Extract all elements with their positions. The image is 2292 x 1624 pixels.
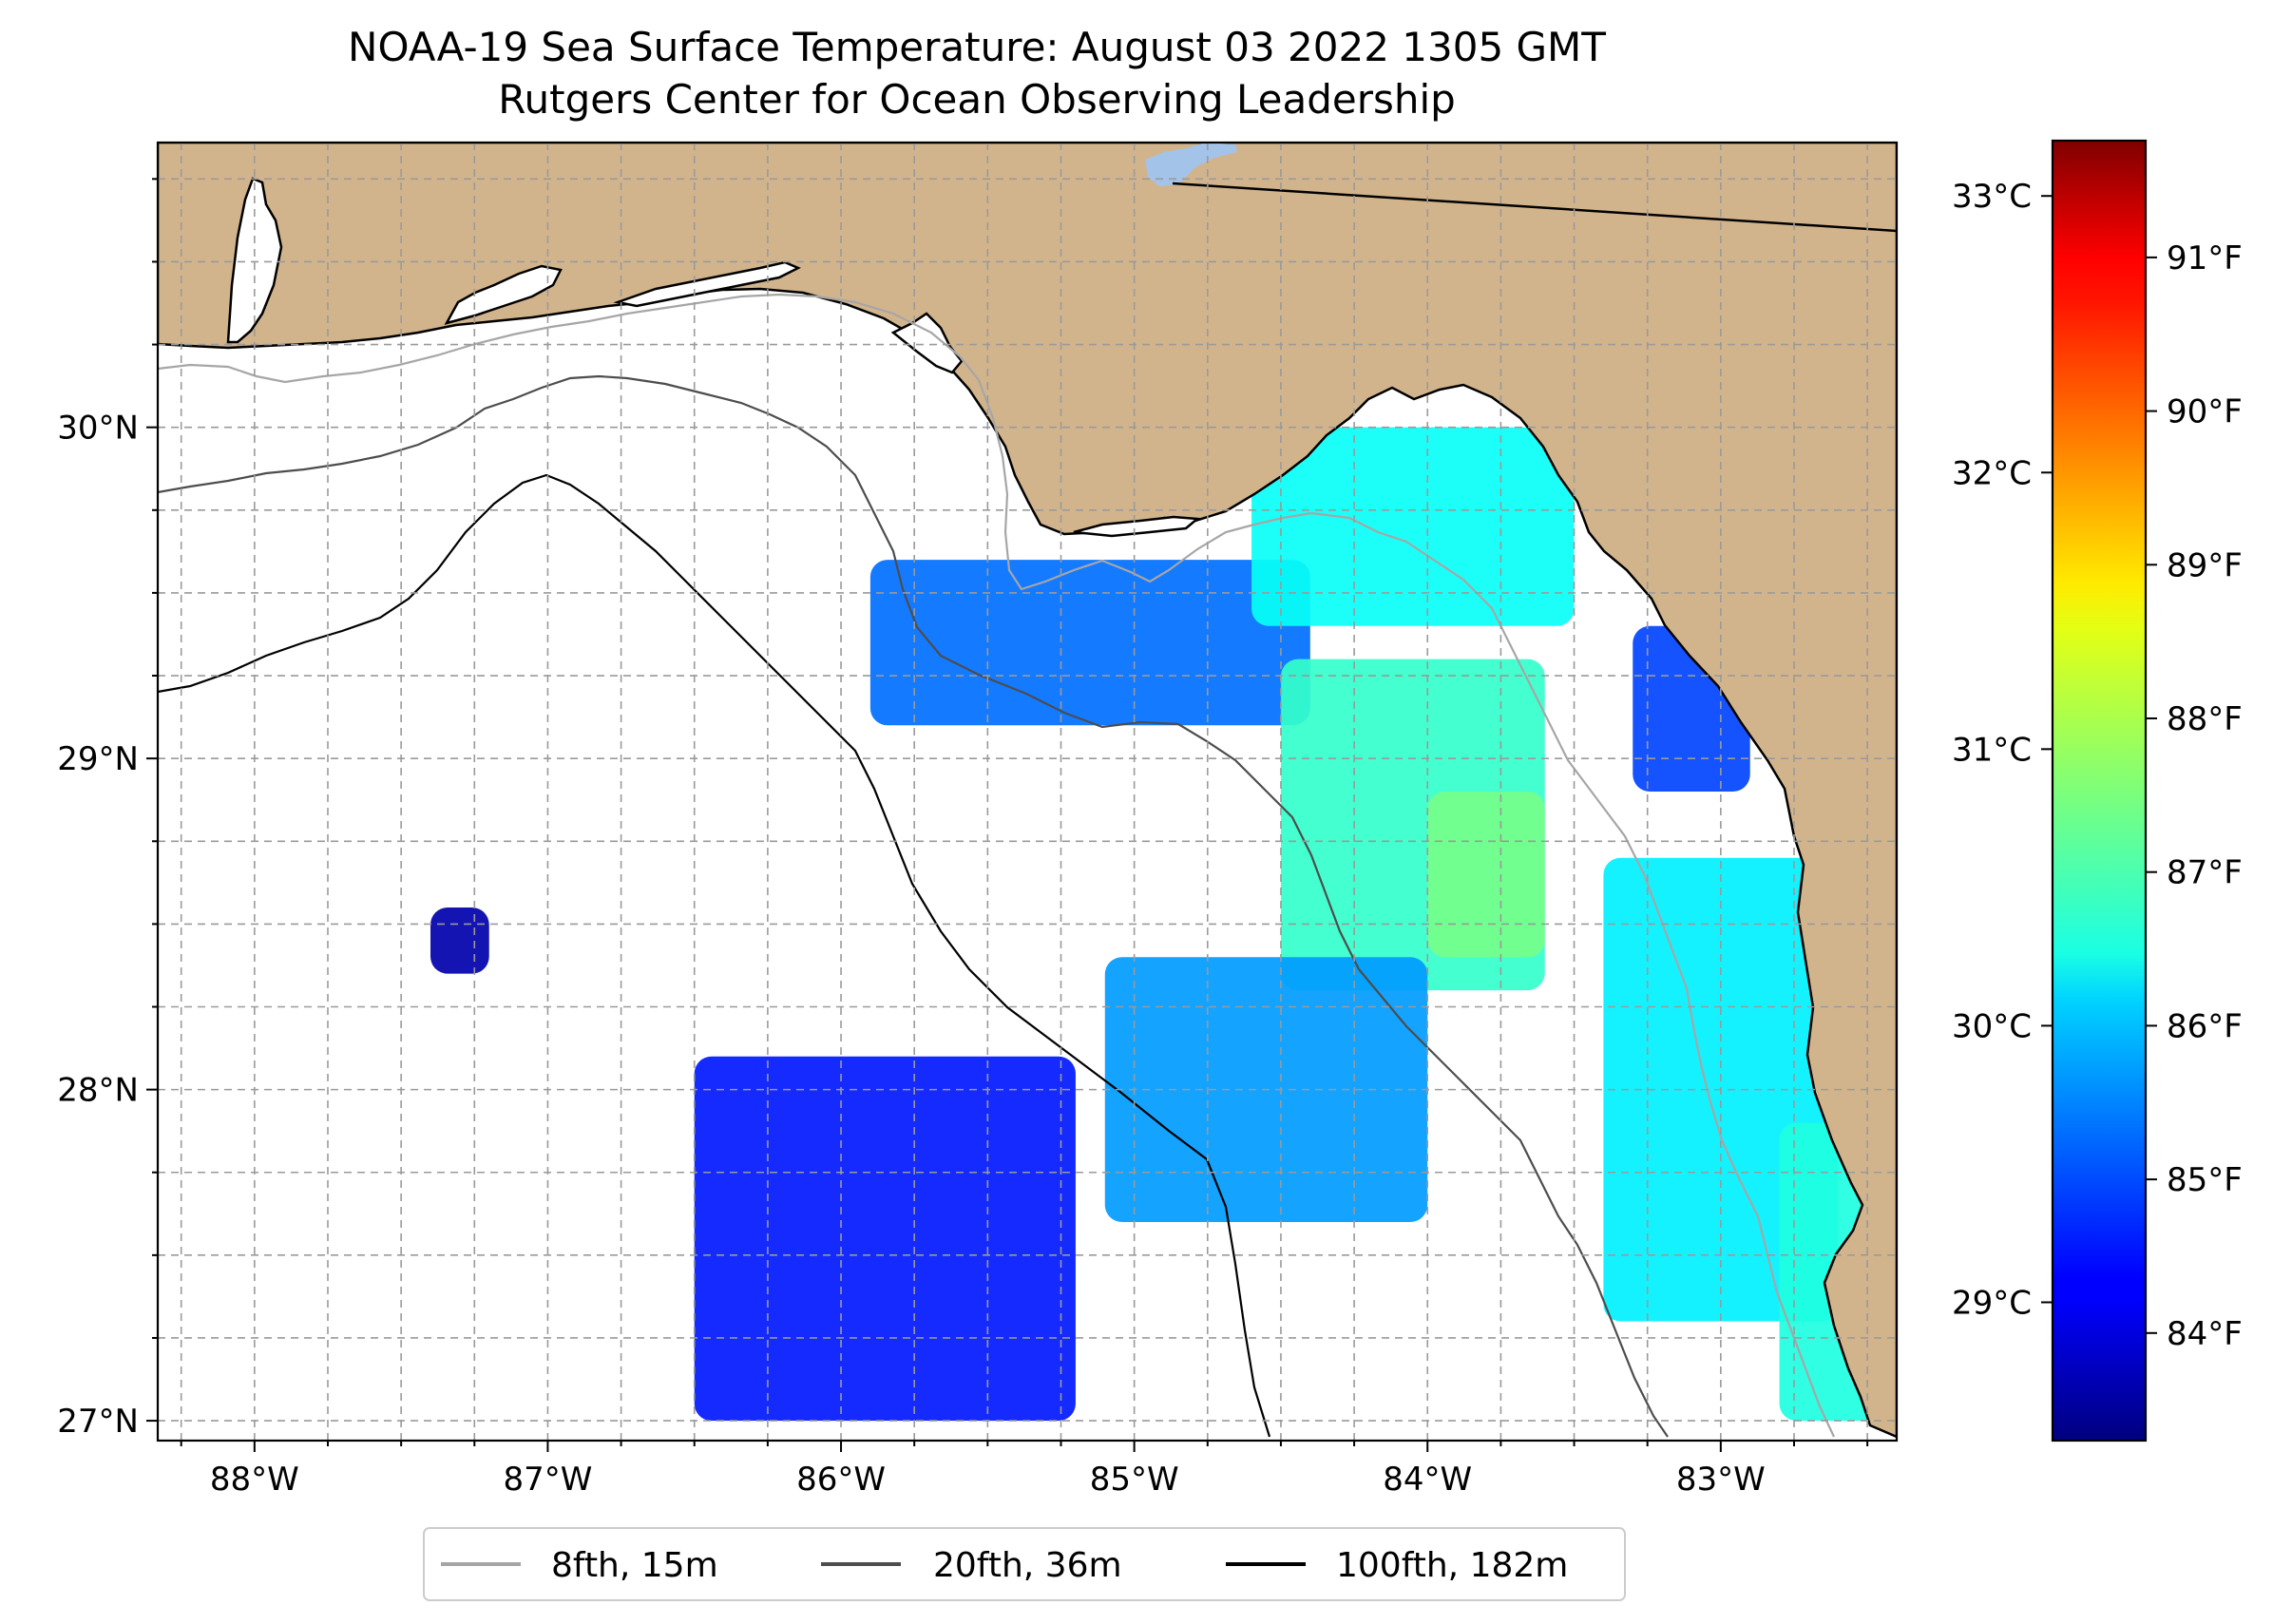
legend-label-20fth: 20fth, 36m <box>933 1546 1122 1585</box>
x-tick-label: 84°W <box>1383 1461 1472 1499</box>
land-mass <box>158 143 1897 1439</box>
y-tick-label: 29°N <box>57 740 139 778</box>
fahrenheit-tick-label: 87°F <box>2167 854 2243 892</box>
x-tick-label: 87°W <box>503 1461 592 1499</box>
celsius-tick-label: 31°C <box>1952 731 2032 769</box>
x-axis: 88°W 87°W 86°W 85°W 84°W 83°W <box>180 1441 1869 1499</box>
sst-region <box>694 1056 1076 1422</box>
celsius-tick-label: 30°C <box>1952 1007 2032 1045</box>
chart-title: NOAA-19 Sea Surface Temperature: August … <box>348 24 1606 70</box>
fahrenheit-tick-label: 84°F <box>2167 1315 2243 1353</box>
state-boundary-line <box>1172 182 1897 233</box>
fahrenheit-tick-label: 88°F <box>2167 700 2243 738</box>
isobath-20fth <box>158 374 1669 1438</box>
sst-region <box>869 560 1310 726</box>
fahrenheit-tick-label: 89°F <box>2167 546 2243 584</box>
y-axis: 27°N 28°N 29°N 30°N <box>57 178 158 1441</box>
fahrenheit-tick-label: 90°F <box>2167 393 2243 431</box>
sst-region <box>430 907 489 974</box>
map-area <box>158 143 1897 1441</box>
sst-data-layer <box>430 427 1882 1422</box>
celsius-tick-label: 29°C <box>1952 1284 2032 1322</box>
x-tick-label: 86°W <box>796 1461 886 1499</box>
legend-label-100fth: 100fth, 182m <box>1336 1546 1568 1585</box>
sst-region <box>1251 427 1575 626</box>
mobile-bay <box>226 177 283 344</box>
y-tick-label: 28°N <box>57 1072 139 1110</box>
isobath-8fth <box>158 293 1835 1438</box>
x-tick-label: 85°W <box>1090 1461 1179 1499</box>
celsius-tick-label: 32°C <box>1952 454 2032 492</box>
fahrenheit-tick-label: 85°F <box>2167 1161 2243 1199</box>
inland-lake <box>1145 143 1237 186</box>
colorbar-celsius-ticks: 29°C 30°C 31°C 32°C 33°C <box>1952 178 2053 1322</box>
legend-label-8fth: 8fth, 15m <box>551 1546 718 1585</box>
x-tick-label: 88°W <box>210 1461 299 1499</box>
graticule-grid <box>158 143 1897 1441</box>
fahrenheit-tick-label: 86°F <box>2167 1007 2243 1045</box>
colorbar-scale <box>2051 139 2148 1442</box>
isobath-100fth <box>158 473 1271 1438</box>
chart-subtitle: Rutgers Center for Ocean Observing Leade… <box>498 76 1456 123</box>
sst-region <box>1427 792 1545 958</box>
apalachicola-bay <box>1073 515 1201 538</box>
legend-box <box>423 1527 1626 1601</box>
map-frame <box>156 141 1899 1442</box>
colorbar-fahrenheit-ticks: 84°F 85°F 86°F 87°F 88°F 89°F 90°F 91°F <box>2146 239 2243 1353</box>
legend: 8fth, 15m 20fth, 36m 100fth, 182m <box>423 1527 1626 1601</box>
fahrenheit-tick-label: 91°F <box>2167 239 2243 277</box>
colorbar: 29°C 30°C 31°C 32°C 33°C 84°F 85°F 86°F 87°F 88°… <box>1952 139 2243 1442</box>
celsius-tick-label: 33°C <box>1952 178 2032 216</box>
y-tick-label: 30°N <box>57 410 139 448</box>
y-tick-label: 27°N <box>57 1403 139 1441</box>
x-tick-label: 83°W <box>1676 1461 1766 1499</box>
